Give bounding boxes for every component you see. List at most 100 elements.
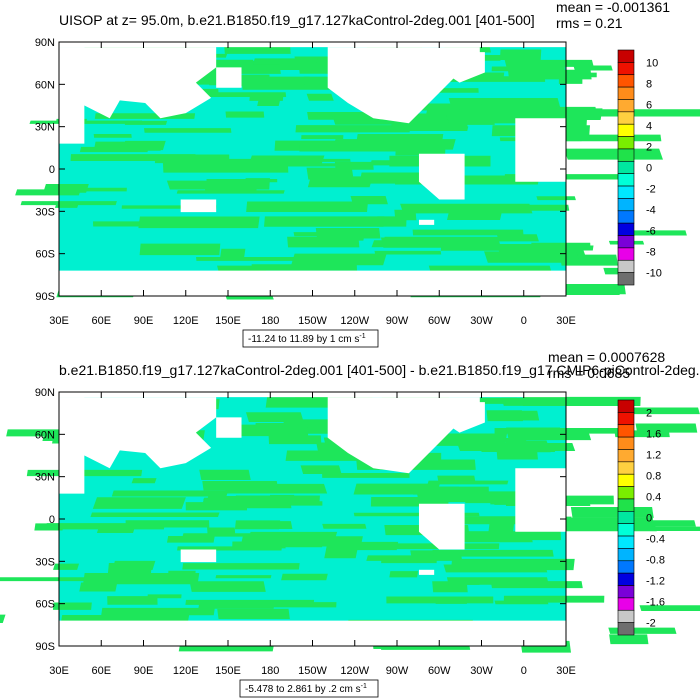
lat-tick-label: 0: [49, 514, 55, 526]
lon-tick-label: 90W: [386, 665, 409, 677]
colorbar-swatch: [617, 210, 635, 224]
colorbar-swatch: [617, 572, 635, 586]
bottom-panel: b.e21.B1850.f19_g17.127kaControl-2deg.00…: [0, 349, 700, 698]
range-box: -5.478 to 2.861 by .2 cm s-1: [239, 679, 379, 698]
lon-tick-label: 30W: [470, 665, 493, 677]
colorbar-label: 1.6: [646, 428, 661, 440]
colorbar-swatch: [617, 609, 635, 623]
colorbar-swatch: [617, 585, 635, 599]
lat-tick-label: 60N: [35, 79, 55, 91]
colorbar-label: -4: [646, 205, 656, 217]
lon-tick-label: 150W: [298, 315, 327, 327]
map-field: [15, 41, 700, 300]
colorbar-label: 2: [646, 141, 652, 153]
colorbar-swatch: [617, 62, 635, 76]
colorbar-swatch: [617, 535, 635, 549]
map-axes: 90N 60N 30N 0 30S 60S 90S 30E 60E 90E 120E 150E 180 1…: [35, 387, 576, 677]
lat-tick-label: 90N: [35, 387, 55, 399]
colorbar-swatch: [617, 424, 635, 438]
range-label: -5.478 to 2.861 by .2 cm s-1: [245, 683, 367, 695]
colorbar-swatch: [617, 399, 635, 413]
colorbar-swatch: [617, 198, 635, 212]
lon-tick-label: 180: [261, 665, 279, 677]
colorbar-label: -10: [646, 268, 662, 280]
lat-tick-label: 30S: [35, 206, 55, 218]
colorbar-swatch: [617, 123, 635, 137]
lon-tick-label: 120E: [173, 315, 199, 327]
lon-tick-label: 150W: [298, 665, 327, 677]
colorbar-swatch: [617, 136, 635, 150]
rms-value: rms = 0.0685: [548, 365, 630, 381]
rms-value: rms = 0.21: [556, 15, 623, 31]
colorbar-swatch: [617, 185, 635, 199]
colorbar-label: 4: [646, 120, 652, 132]
colorbar-label: -0.8: [646, 555, 665, 567]
lat-tick-label: 90S: [35, 641, 55, 653]
range-label: -11.24 to 11.89 by 1 cm s-1: [248, 333, 366, 345]
lon-tick-label: 180: [261, 315, 279, 327]
colorbar-label: -6: [646, 226, 656, 238]
panel-title: UISOP at z= 95.0m, b.e21.B1850.f19_g17.1…: [59, 12, 535, 28]
colorbar-swatch: [617, 247, 635, 261]
mean-value: mean = 0.0007628: [548, 349, 665, 365]
lon-tick-label: 120W: [340, 315, 369, 327]
lon-tick-label: 90E: [134, 315, 154, 327]
colorbar-label: -2: [646, 184, 656, 196]
colorbar-swatch: [617, 548, 635, 562]
colorbar-label: 10: [646, 57, 658, 69]
colorbar-swatch: [617, 74, 635, 88]
colorbar-label: -0.4: [646, 534, 665, 546]
colorbar-swatch: [617, 473, 635, 487]
lon-tick-label: 150E: [215, 665, 241, 677]
colorbar-swatch: [617, 486, 635, 500]
lat-tick-label: 60S: [35, 599, 55, 611]
lon-tick-label: 30W: [470, 315, 493, 327]
map-field: [0, 391, 700, 653]
colorbar-label: 0.8: [646, 470, 661, 482]
colorbar-swatch: [617, 412, 635, 426]
colorbar-label: -1.2: [646, 576, 665, 588]
colorbar-swatch: [617, 161, 635, 174]
colorbar-swatch: [617, 99, 635, 113]
lon-tick-label: 60W: [428, 315, 451, 327]
colorbar-label: -2: [646, 618, 656, 630]
lat-tick-label: 60S: [35, 249, 55, 261]
lon-tick-label: 30E: [556, 665, 576, 677]
colorbar-swatch: [617, 235, 635, 249]
lat-tick-label: 30S: [35, 556, 55, 568]
range-box: -11.24 to 11.89 by 1 cm s-1: [242, 329, 379, 348]
top-panel: UISOP at z= 95.0m, b.e21.B1850.f19_g17.1…: [15, 0, 700, 348]
colorbar-swatch: [617, 436, 635, 450]
colorbar: 10 8 6 4 2 0 -2 -4 -6 -8 -10: [617, 49, 662, 286]
range-box-frame: [239, 679, 379, 698]
colorbar-swatch: [617, 49, 635, 63]
lon-tick-label: 60W: [428, 665, 451, 677]
lat-tick-label: 30N: [35, 472, 55, 484]
map-axes: 90N 60N 30N 0 30S 60S 90S 30E 60E 90E 120E 150E 180 1…: [35, 37, 576, 327]
lon-tick-label: 90E: [134, 665, 154, 677]
colorbar-swatch: [617, 622, 635, 636]
colorbar-swatch: [617, 148, 635, 162]
colorbar-label: 1.2: [646, 449, 661, 461]
lat-tick-label: 60N: [35, 429, 55, 441]
lon-tick-label: 30E: [556, 315, 576, 327]
colorbar-swatch: [617, 461, 635, 475]
mean-value: mean = -0.001361: [556, 0, 670, 15]
lat-tick-label: 90S: [35, 291, 55, 303]
colorbar-label: 0.4: [646, 491, 661, 503]
lon-tick-label: 60E: [91, 315, 111, 327]
colorbar-label: 2: [646, 407, 652, 419]
lon-tick-label: 120W: [340, 665, 369, 677]
colorbar-label: 8: [646, 78, 652, 90]
colorbar-swatch: [617, 111, 635, 125]
lat-tick-label: 90N: [35, 37, 55, 49]
lon-tick-label: 150E: [215, 315, 241, 327]
colorbar-swatch: [617, 560, 635, 574]
panel-title: b.e21.B1850.f19_g17.127kaControl-2deg.00…: [59, 362, 700, 378]
lat-tick-label: 0: [49, 164, 55, 176]
lon-tick-label: 0: [521, 665, 527, 677]
lon-tick-label: 120E: [173, 665, 199, 677]
colorbar-swatch: [617, 173, 635, 187]
colorbar-swatch: [617, 511, 635, 524]
